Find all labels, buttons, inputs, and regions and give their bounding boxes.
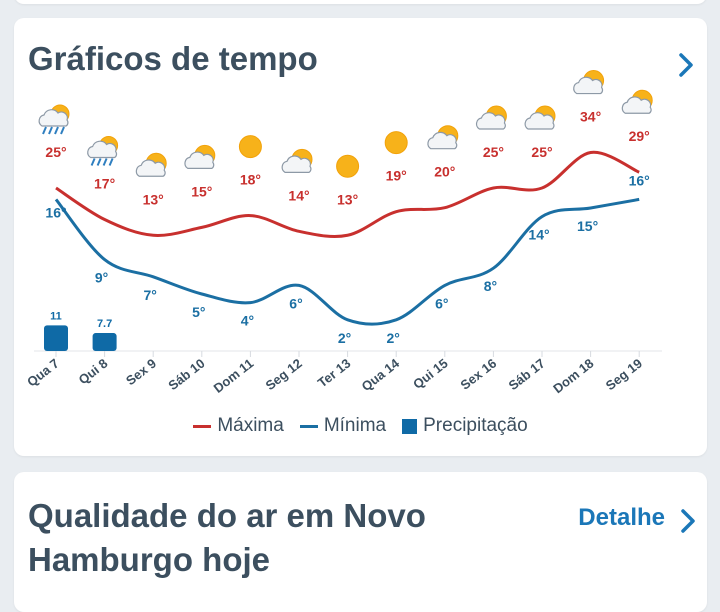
legend-precip-swatch — [402, 418, 418, 434]
partly-cloudy-icon — [573, 70, 605, 95]
min-temp-label: 4° — [241, 313, 254, 329]
max-temp-label: 13° — [337, 191, 358, 207]
rain-cloud-sun-icon — [87, 136, 119, 166]
previous-card — [14, 0, 707, 4]
precip-bar — [92, 333, 117, 351]
weather-charts-title: Gráficos de tempo — [28, 40, 318, 77]
x-tick-label: Qui 15 — [410, 356, 451, 392]
min-temp-label: 16° — [629, 172, 650, 188]
precip-label: 11 — [50, 310, 62, 322]
max-temp-label: 15° — [191, 183, 212, 199]
air-quality-card: Qualidade do ar em Novo Hamburgo hoje De… — [14, 472, 707, 612]
x-tick-label: Dom 11 — [211, 356, 257, 396]
partly-cloudy-icon — [427, 125, 459, 150]
max-temp-label: 20° — [434, 164, 455, 180]
min-temp-line — [54, 197, 640, 326]
x-tick-label: Qua 14 — [359, 355, 403, 394]
legend-min-label: Mínima — [323, 415, 387, 436]
min-temp-label: 14° — [528, 227, 549, 243]
legend-max-swatch — [193, 424, 212, 428]
weather-chart: 11 7.7 25° 17° 13° 15° 18° 14° 13° 19° 20° 25° 25° 34… — [24, 70, 662, 397]
chevron-right-icon[interactable] — [678, 508, 698, 534]
min-temp-label: 6° — [435, 295, 448, 311]
partly-cloudy-icon — [135, 152, 167, 177]
air-quality-detail-link[interactable]: Detalhe — [578, 504, 665, 531]
x-tick-label: Dom 18 — [550, 356, 596, 397]
legend-min-swatch — [299, 424, 318, 428]
sun-icon — [384, 131, 408, 155]
max-temp-label: 17° — [94, 176, 115, 192]
x-tick-label: Sáb 17 — [506, 356, 548, 394]
precip-bar — [44, 325, 68, 351]
partly-cloudy-icon — [524, 105, 556, 130]
x-tick-label: Sex 16 — [458, 356, 500, 393]
x-tick-label: Qui 8 — [76, 356, 111, 388]
min-temp-label: 6° — [289, 295, 302, 311]
min-temp-label: 15° — [577, 218, 598, 234]
legend-max-label: Máxima — [217, 415, 284, 436]
max-temp-label: 29° — [629, 128, 650, 144]
x-tick-label: Seg 12 — [263, 356, 305, 394]
x-tick-label: Qua 7 — [24, 356, 62, 390]
min-temp-label: 2° — [387, 330, 400, 346]
max-temp-label: 34° — [580, 109, 601, 125]
x-tick-label: Sex 9 — [123, 356, 159, 389]
x-tick-label: Sáb 10 — [165, 356, 207, 394]
partly-cloudy-icon — [184, 144, 216, 169]
x-tick-label: Ter 13 — [315, 356, 354, 391]
legend-max[interactable]: Máxima — [193, 415, 284, 437]
max-temp-label: 25° — [483, 144, 504, 160]
sun-icon — [336, 154, 360, 178]
min-temp-label: 5° — [192, 304, 205, 320]
min-temp-label: 16° — [45, 204, 66, 220]
max-temp-label: 13° — [143, 191, 164, 207]
weather-charts-card: Gráficos de tempo 11 7.7 25° 17° 13° 15° 18° 14… — [14, 18, 707, 456]
legend-min[interactable]: Mínima — [299, 415, 387, 437]
max-temp-label: 25° — [531, 144, 552, 160]
precip-label: 7.7 — [97, 318, 112, 330]
max-temp-label: 19° — [386, 168, 407, 184]
partly-cloudy-icon — [621, 89, 653, 114]
max-temp-label: 14° — [288, 187, 309, 203]
max-temp-label: 18° — [240, 172, 261, 188]
legend-precip-label: Precipitação — [423, 415, 528, 436]
x-tick-label: Seg 19 — [603, 356, 645, 394]
legend-precip[interactable]: Precipitação — [402, 415, 528, 437]
max-temp-line — [55, 150, 640, 239]
min-temp-label: 9° — [95, 270, 108, 286]
chart-legend: Máxima Mínima Precipitação — [14, 415, 707, 437]
partly-cloudy-icon — [475, 105, 507, 130]
min-temp-label: 8° — [484, 278, 497, 294]
max-temp-label: 25° — [45, 144, 66, 160]
min-temp-label: 2° — [338, 330, 351, 346]
rain-cloud-sun-icon — [38, 104, 70, 135]
sun-icon — [238, 135, 262, 159]
air-quality-title: Qualidade do ar em Novo Hamburgo hoje — [28, 497, 426, 578]
partly-cloudy-icon — [281, 148, 313, 173]
min-temp-label: 7° — [144, 287, 157, 303]
chevron-right-icon[interactable] — [676, 52, 696, 78]
